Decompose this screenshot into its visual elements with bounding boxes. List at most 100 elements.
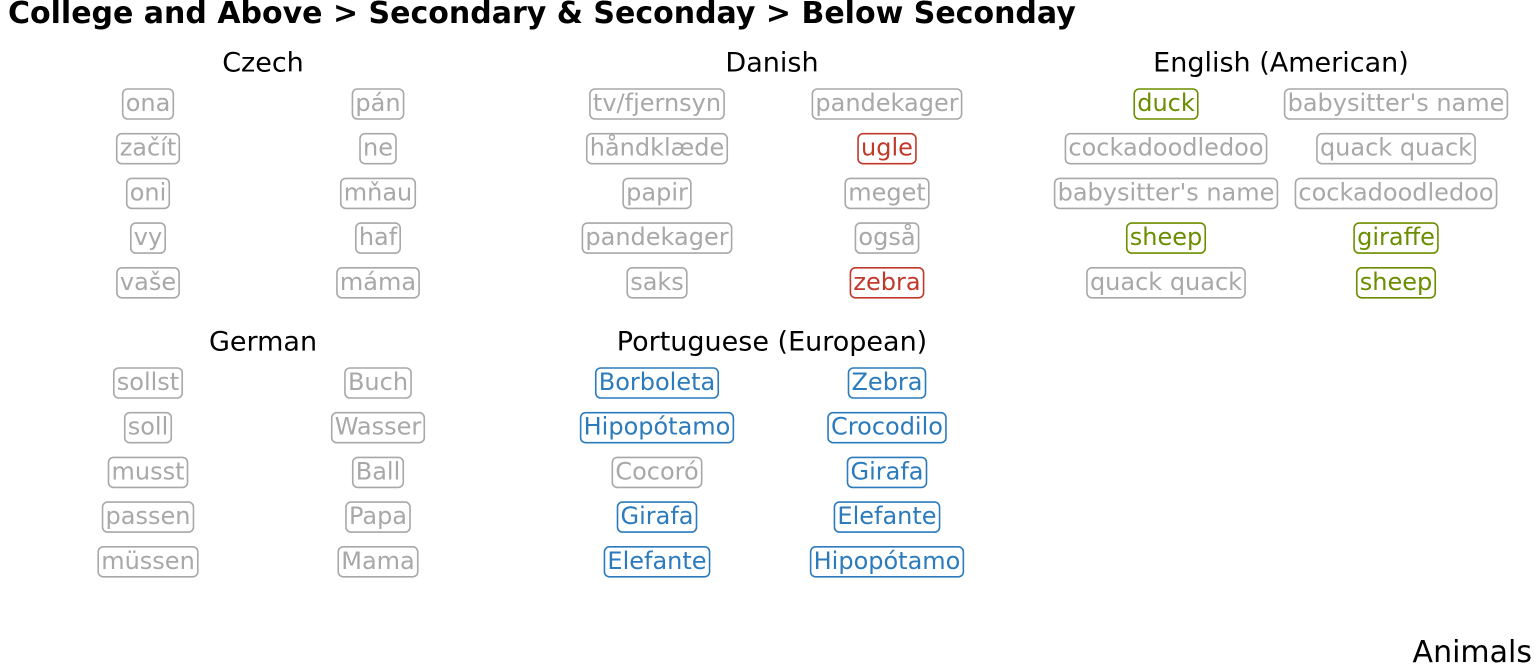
word-label: máma [340,268,416,296]
word-box [107,456,189,489]
panel-title: Portuguese (European) [617,327,927,358]
word-label: haf [359,223,398,251]
word-label: ne [363,134,393,162]
word-box [1316,132,1476,165]
word-label: pandekager [815,89,958,117]
word-box [123,411,173,444]
word-label: quack quack [1320,134,1472,162]
word-label: ugle [861,134,913,162]
word-label: Girafa [851,457,924,485]
word-label: Mama [341,547,415,575]
word-box [603,545,711,578]
word-label: giraffe [1357,223,1435,251]
panel-czech: Czech ona začít oni vy vaše pán ne mňau haf máma [115,48,420,299]
word-box [129,222,167,254]
word-box [1125,222,1207,254]
word-box [585,132,729,165]
word-label: sollst [117,368,179,396]
word-box [97,545,199,578]
word-box [1355,266,1437,299]
word-box [846,456,928,489]
word-label: pán [355,89,400,117]
panel-title: Czech [222,48,304,79]
word-label: Wasser [335,413,422,441]
word-box [351,88,405,120]
word-label: cockadoodledoo [1068,134,1263,162]
word-box [339,177,417,210]
panel-title: English (American) [1153,48,1409,79]
word-box [112,367,184,399]
word-box [121,88,175,120]
word-box [1086,266,1246,299]
word-box [116,266,180,299]
word-label: mňau [344,178,413,206]
word-label: quack quack [1090,268,1242,296]
word-box [345,501,411,533]
word-box [1133,88,1199,120]
chart-caption: Animals [1412,635,1532,670]
word-box [355,222,401,254]
word-label: tv/fjernsyn [593,89,721,117]
word-label: musst [111,457,184,485]
word-label: Borboleta [599,368,715,396]
panel-portuguese-european: Portuguese (European) Borboleta Hipopótamo… [579,327,965,578]
word-label: oni [130,178,167,206]
word-label: meget [848,178,926,206]
word-label: Elefante [607,547,706,575]
word-label: soll [128,413,169,441]
word-label: cockadoodledoo [1298,178,1493,206]
word-label: Hipopótamo [814,547,961,575]
word-label: zebra [853,268,920,296]
word-label: müssen [101,547,195,575]
word-label: babysitter's name [1288,89,1505,117]
word-box [579,411,735,444]
word-box [844,177,930,210]
word-label: Buch [348,368,408,396]
word-label: Papa [349,502,407,530]
word-box [811,88,963,120]
panel-german: German sollst soll musst passen müssen Buch Was… [97,327,426,578]
word-box [581,222,733,254]
word-label: vy [134,223,162,251]
word-box [1064,132,1268,165]
word-box [611,456,703,489]
word-box [594,367,720,399]
word-box [101,501,195,533]
word-box [1283,88,1509,120]
word-label: vaše [120,268,176,296]
word-label: duck [1137,89,1195,117]
word-box [809,545,965,578]
word-box [833,501,941,533]
word-label: Hipopótamo [584,413,731,441]
word-box [622,177,692,210]
word-box [1053,177,1279,210]
word-label: pandekager [585,223,728,251]
word-box [616,501,698,533]
word-box [857,132,917,165]
word-box [854,222,920,254]
word-box [847,367,927,399]
word-box [359,132,397,165]
word-label: Crocodilo [831,413,943,441]
word-label: babysitter's name [1058,178,1275,206]
word-box [626,266,688,299]
word-label: Cocoró [615,457,698,485]
word-label: začít [120,134,177,162]
word-box [344,367,412,399]
word-box [115,132,181,165]
word-label: Girafa [621,502,694,530]
word-box [1294,177,1498,210]
word-label: ona [126,89,171,117]
word-box [337,545,419,578]
word-box [827,411,947,444]
word-box [336,266,420,299]
word-box [351,456,405,489]
word-label: også [858,222,915,251]
chart-title: College and Above > Secondary & Seconday… [8,0,1076,31]
word-label: saks [630,268,684,296]
word-box [330,411,426,444]
word-label: håndklæde [590,133,725,162]
word-box [1353,222,1439,254]
